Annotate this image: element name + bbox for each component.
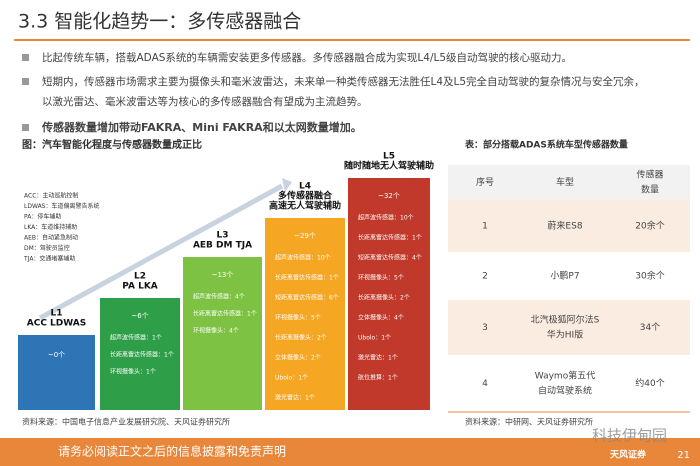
- level-name: ACC LDWAS: [27, 319, 86, 329]
- table-cell: 约40个: [635, 377, 664, 389]
- level-label: L3: [217, 231, 229, 241]
- table-source: 资料来源：中研网、天风证券研究所: [465, 417, 593, 427]
- sensor-item: 航位推算：1个: [275, 414, 315, 422]
- legend-item: DM：驾驶员监控: [24, 244, 70, 252]
- sensor-item: 激光雷达：1个: [358, 354, 398, 362]
- legend-item: PA：停车辅助: [24, 213, 61, 221]
- bullet-text: 比起传统车辆，搭载ADAS系统的车辆需安装更多传感器。多传感器融合成为实现L4/…: [42, 51, 572, 64]
- legend-item: LKA：车道维持辅助: [24, 223, 77, 231]
- logo: 天风证券: [610, 449, 647, 461]
- level-block: [348, 178, 430, 410]
- sensor-item: 长距离雷达传感器：1个: [193, 310, 257, 318]
- title: 3.3 智能化趋势一：多传感器融合: [18, 11, 301, 33]
- figure-title: 图：汽车智能化程度与传感器数量成正比: [22, 138, 202, 151]
- table-row-bg: [448, 300, 690, 355]
- sensor-count: ~0个: [48, 351, 65, 359]
- table-cell: 小鹏P7: [550, 270, 579, 282]
- sensor-count: ~6个: [131, 312, 148, 320]
- table-cell: 北汽极狐阿尔法S: [531, 314, 600, 326]
- level-name: 高速无人驾驶辅助: [269, 200, 341, 212]
- sensor-item: 超声波传感器：4个: [193, 293, 245, 301]
- legend-item: ACC：主动巡航控制: [24, 192, 78, 200]
- level-block: [265, 218, 345, 410]
- disclaimer: 请务必阅读正文之后的信息披露和免责声明: [58, 444, 286, 459]
- sensor-item: 短距离雷达传感器：4个: [358, 254, 422, 262]
- sensor-item: 立体摄像头：2个: [275, 354, 321, 362]
- level-label: L1: [51, 309, 63, 319]
- sensor-item: 长距离摄像头：2个: [358, 294, 410, 302]
- sensor-count: ~32个: [378, 192, 400, 200]
- level-label: L2: [134, 272, 146, 282]
- sensor-count: ~29个: [294, 232, 316, 240]
- table-header: 车型: [556, 176, 574, 188]
- table-header: 传感器: [636, 169, 663, 181]
- legend-item: AEB：自动紧急制动: [24, 234, 78, 242]
- sensor-item: 环视摄像头：1个: [110, 368, 156, 376]
- footer-bar: [0, 438, 700, 466]
- sensor-item: 激光雷达：1个: [275, 394, 315, 402]
- sensor-item: 长距离雷达传感器：1个: [275, 274, 339, 282]
- page-number: 21: [677, 450, 690, 461]
- table-header-bg: [448, 165, 690, 200]
- bullet-marker: [22, 54, 29, 61]
- table-cell: 自动驾驶系统: [538, 385, 592, 397]
- table-cell: 34个: [640, 322, 660, 333]
- bullet-marker: [22, 124, 29, 131]
- sensor-item: 环视摄像头：4个: [193, 327, 239, 335]
- table-cell: 30余个: [635, 270, 664, 282]
- sensor-item: 长距离雷达传感器：1个: [358, 234, 422, 242]
- table-title: 表：部分搭载ADAS系统车型传感器数量: [464, 139, 628, 151]
- sensor-item: Ubolo：1个: [358, 335, 391, 342]
- table-header: 序号: [476, 176, 494, 188]
- bullet-text: 传感器数量增加带动FAKRA、Mini FAKRA和以太网数量增加。: [41, 120, 362, 134]
- legend-item: LDWAS：车道偏离警告系统: [24, 202, 99, 210]
- figure-source: 资料来源：中国电子信息产业发展研究院、天风证券研究所: [22, 417, 230, 427]
- table-cell: 20余个: [635, 220, 664, 232]
- sensor-item: 立体摄像头：4个: [358, 314, 404, 322]
- table-cell: Waymo第五代: [535, 370, 595, 382]
- level-block: [100, 298, 180, 410]
- level-name: 多传感器融合: [278, 190, 333, 202]
- table-cell: 华为HI版: [547, 329, 583, 341]
- legend-item: TJA：交通堵塞辅助: [23, 255, 75, 263]
- sensor-item: 环视摄像头：5个: [275, 314, 321, 322]
- sensor-item: 航位推算：1个: [358, 374, 398, 382]
- sensor-item: 环视摄像头：5个: [358, 274, 404, 282]
- sensor-item: 超声波传感器：1个: [110, 334, 162, 342]
- table-row-bg: [448, 200, 690, 252]
- table-cell: 4: [482, 379, 488, 389]
- sensor-item: 超声波传感器：10个: [358, 214, 414, 222]
- table-cell: 蔚来ES8: [547, 220, 582, 232]
- level-name: 随时随地无人驾驶辅助: [344, 160, 434, 172]
- level-name: PA LKA: [122, 282, 158, 292]
- sensor-item: 超声波传感器：10个: [275, 254, 331, 262]
- level-label: L5: [383, 152, 395, 162]
- bullet-marker: [22, 78, 29, 85]
- level-block: [18, 335, 95, 410]
- table-cell: 3: [482, 323, 488, 333]
- table-header: 数量: [641, 184, 659, 196]
- table-cell: 1: [482, 222, 488, 232]
- level-label: L4: [299, 182, 311, 192]
- trend-arrow: [38, 183, 284, 321]
- sensor-count: ~13个: [212, 271, 234, 279]
- sensor-item: 长距离摄像头：2个: [275, 334, 327, 342]
- bullet-text: 短期内，传感器市场需求主要为摄像头和毫米波雷达，未来单一种类传感器无法胜任L4及…: [42, 75, 645, 108]
- sensor-item: 短距离雷达传感器：6个: [275, 294, 339, 302]
- watermark: 科技伊甸园: [592, 427, 667, 445]
- sensor-item: Ubolo：1个: [275, 375, 308, 382]
- level-name: AEB DM TJA: [193, 241, 252, 251]
- sensor-item: 长距离雷达传感器：1个: [110, 351, 174, 359]
- level-block: [183, 257, 262, 410]
- table-cell: 2: [482, 272, 488, 282]
- arrow-head: [282, 178, 292, 192]
